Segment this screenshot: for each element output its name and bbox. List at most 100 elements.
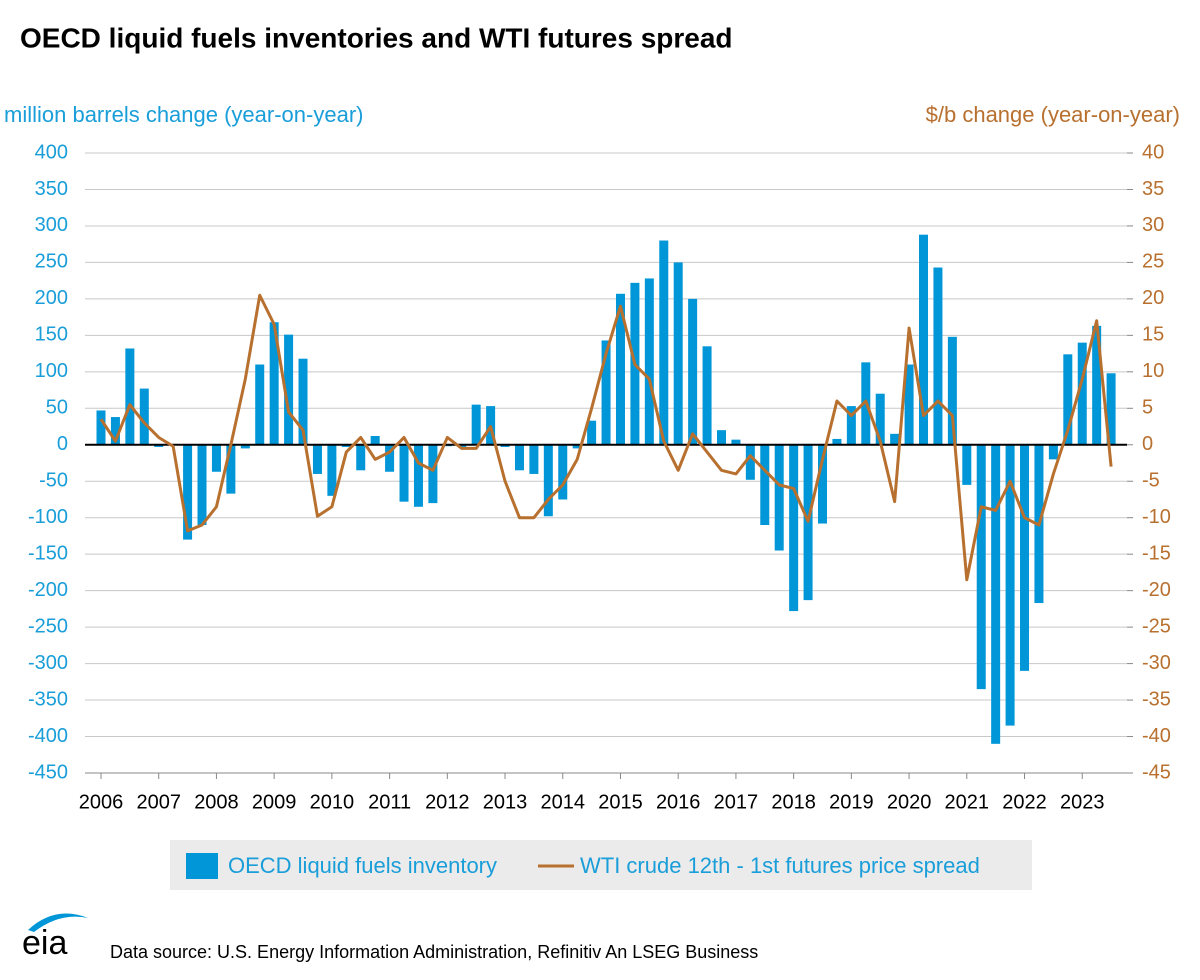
bar (890, 433, 900, 445)
x-tick-label: 2015 (598, 791, 643, 813)
bar (356, 444, 366, 471)
source: Data source: U.S. Energy Information Adm… (110, 942, 758, 962)
bar (96, 410, 106, 445)
y-tick-label: 300 (35, 214, 68, 236)
y-tick-label: 150 (35, 324, 68, 346)
y2-tick-label: 25 (1142, 251, 1164, 273)
bar (370, 436, 380, 445)
x-tick-label: 2008 (194, 791, 239, 813)
bar (385, 444, 395, 472)
y2-tick-label: 5 (1142, 397, 1153, 419)
bar (976, 444, 986, 690)
bar (240, 444, 250, 449)
bar (457, 444, 467, 447)
bar (428, 444, 438, 504)
bar (962, 444, 972, 485)
bar (514, 444, 524, 471)
legend-label: WTI crude 12th - 1st futures price sprea… (580, 853, 980, 878)
y-tick-label: 0 (57, 433, 68, 455)
y2-tick-label: -40 (1142, 725, 1171, 747)
bar (789, 444, 799, 612)
x-tick-label: 2014 (541, 791, 586, 813)
bar (601, 340, 611, 445)
bar (211, 444, 221, 472)
bar (284, 334, 294, 445)
bar (1063, 354, 1073, 445)
line (99, 293, 1113, 582)
logo-swoosh (28, 913, 88, 932)
bar (298, 358, 308, 445)
x-tick-label: 2022 (1002, 791, 1047, 813)
bar (644, 278, 654, 445)
bar (500, 444, 510, 447)
bar (197, 444, 207, 525)
bar (760, 444, 770, 525)
y2-tick-label: 0 (1142, 433, 1153, 455)
bar (1048, 444, 1058, 460)
y-tick-label: -50 (39, 470, 68, 492)
bar (1077, 342, 1087, 445)
bar (875, 393, 885, 445)
bar (125, 348, 135, 445)
y-tick-label: -100 (28, 506, 68, 528)
chart-title: OECD liquid fuels inventories and WTI fu… (20, 22, 733, 53)
x-tick-label: 2019 (829, 791, 874, 813)
bar (947, 336, 957, 445)
y2-tick-label: 15 (1142, 324, 1164, 346)
bar (673, 262, 683, 445)
y2-tick-label: -10 (1142, 506, 1171, 528)
bar (716, 430, 726, 445)
y2-tick-label: -15 (1142, 542, 1171, 564)
y-tick-label: -350 (28, 688, 68, 710)
y2-axis-label: $/b change (year-on-year) (926, 102, 1180, 127)
bar (933, 267, 943, 445)
bar (471, 404, 481, 445)
y-tick-label: 250 (35, 251, 68, 273)
legend-swatch (186, 853, 218, 879)
bar (543, 444, 553, 517)
bar (587, 420, 597, 445)
y2-tick-label: 20 (1142, 287, 1164, 309)
x-tick-label: 2007 (136, 791, 181, 813)
bar (702, 346, 712, 445)
bar (558, 444, 568, 500)
y-tick-label: -150 (28, 542, 68, 564)
bar (269, 322, 279, 445)
y2-tick-label: -30 (1142, 652, 1171, 674)
x-tick-label: 2023 (1060, 791, 1105, 813)
y2-tick-label: -20 (1142, 579, 1171, 601)
bar (226, 444, 236, 494)
y-tick-label: 50 (46, 397, 68, 419)
bar (904, 364, 914, 445)
bar (745, 444, 755, 480)
y2-tick-label: 30 (1142, 214, 1164, 236)
bar (846, 406, 856, 445)
x-tick-label: 2020 (887, 791, 932, 813)
y2-tick-label: 35 (1142, 178, 1164, 200)
y-tick-label: -400 (28, 725, 68, 747)
bar (529, 444, 539, 474)
bar (919, 234, 929, 445)
bar (139, 388, 149, 445)
bar (154, 444, 164, 447)
y2-tick-label: -5 (1142, 470, 1160, 492)
y-tick-label: -200 (28, 579, 68, 601)
bar (659, 240, 669, 445)
y-tick-label: 350 (35, 178, 68, 200)
x-tick-label: 2016 (656, 791, 701, 813)
x-tick-label: 2018 (771, 791, 816, 813)
bar (731, 439, 741, 445)
bar (183, 444, 193, 540)
bar (991, 444, 1001, 744)
bar (818, 444, 827, 524)
y-tick-label: 200 (35, 287, 68, 309)
bar (615, 293, 625, 445)
bar (327, 444, 337, 496)
bar (110, 417, 120, 445)
bar (341, 444, 351, 447)
bar (832, 438, 842, 445)
x-tick-label: 2006 (79, 791, 124, 813)
legend-label: OECD liquid fuels inventory (228, 853, 497, 878)
bar (413, 444, 423, 507)
